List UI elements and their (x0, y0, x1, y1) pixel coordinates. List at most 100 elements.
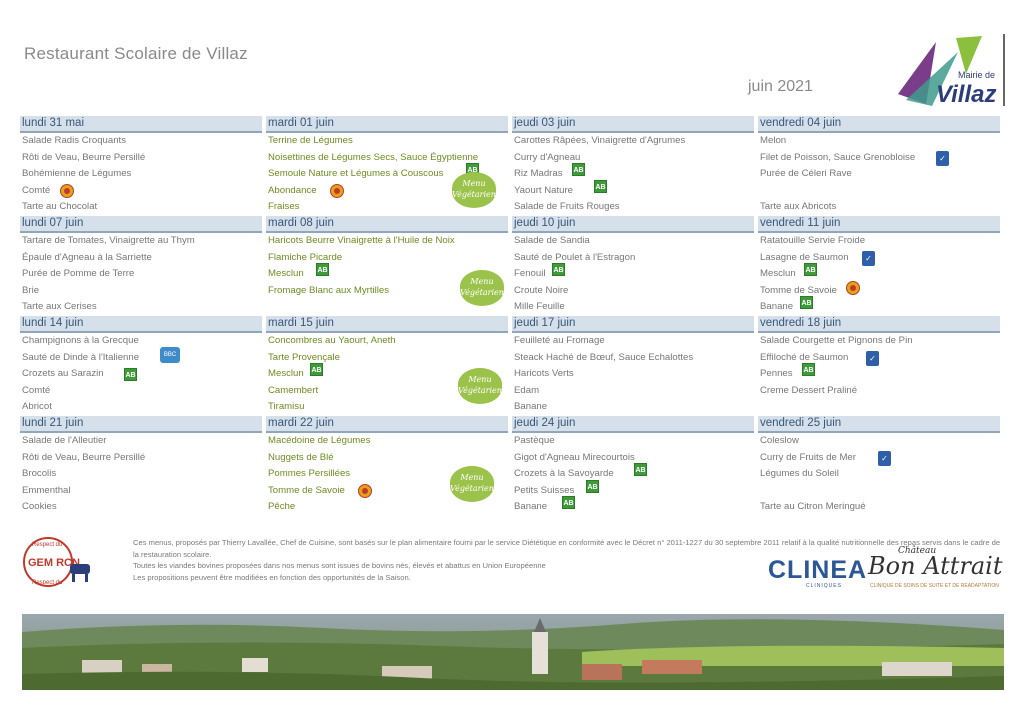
day-cell: jeudi 17 juin Feuilleté au Fromage Steac… (512, 316, 754, 416)
day-cell: vendredi 11 juin Ratatouille Servie Froi… (758, 216, 1000, 316)
ab-organic-icon: AB (800, 296, 813, 310)
ab-organic-icon: AB (552, 263, 565, 277)
msc-fish-icon: ✓ (866, 350, 879, 366)
menu-item: Tartare de Tomates, Vinaigrette au Thym (22, 235, 195, 246)
menu-item: Pastèque (514, 435, 555, 446)
menu-item: Edam (514, 384, 540, 396)
svg-text:Respect du: Respect du (32, 580, 62, 586)
menu-item: Riz Madras AB (512, 163, 754, 183)
clinea-logo: CLINEA (768, 556, 868, 584)
menu-item: Emmenthal (22, 484, 71, 496)
menu-item: Fraises (268, 201, 300, 213)
day-header: mardi 08 juin (266, 216, 508, 233)
menu-item: Concombres au Yaourt, Aneth (268, 335, 396, 346)
day-cell: vendredi 25 juin Coleslow Curry de Fruit… (758, 416, 1000, 516)
footnote: Ces menus, proposés par Thierry Lavallée… (133, 537, 1003, 583)
menu-item: Haricots Verts (514, 368, 574, 380)
day-cell: mardi 15 juin Concombres au Yaourt, Anet… (266, 316, 508, 416)
menu-item: Tarte au Citron Meringué (760, 501, 866, 513)
week-row: lundi 21 juin Salade de l'Alleutier Rôti… (20, 416, 1004, 516)
day-header: lundi 14 juin (20, 316, 262, 333)
menu-item: Coleslow (760, 435, 799, 446)
aop-label-icon (330, 183, 344, 198)
menu-item: Nuggets de Blé (268, 451, 334, 463)
menu-item: Lasagne de Saumon ✓ (758, 250, 1000, 267)
menu-item: Tiramisu (268, 401, 305, 413)
menu-item: Banane AB (512, 496, 754, 516)
menu-item: Feuilleté au Fromage (514, 335, 605, 346)
day-header: mardi 22 juin (266, 416, 508, 433)
day-cell: mardi 22 juin Macédoine de Légumes Nugge… (266, 416, 508, 516)
menu-item: Noisettines de Légumes Secs, Sauce Égypt… (268, 151, 479, 163)
svg-text:GEM RCN: GEM RCN (28, 557, 80, 569)
menu-item: Filet de Poisson, Sauce Grenobloise ✓ (758, 150, 1000, 167)
vegetarian-menu-badge: Menu Végétarien (450, 466, 494, 502)
menu-item: Fenouil AB (512, 263, 754, 283)
menu-item: Tomme de Savoie (266, 483, 508, 500)
menu-item: Rôti de Veau, Beurre Persillé (22, 151, 146, 163)
bon-attrait-subtitle: CLINIQUE DE SOINS DE SUITE ET DE RÉADAPT… (870, 583, 999, 589)
bon-attrait-logo: Bon Attrait Château (868, 546, 1003, 580)
day-cell: lundi 31 mai Salade Radis Croquants Rôti… (20, 116, 262, 216)
menu-item: Abricot (22, 401, 52, 413)
menu-item: Mesclun AB (266, 263, 508, 283)
gem-rcn-logo: Respect du GEM RCN Respect du (23, 537, 90, 587)
day-header: lundi 07 juin (20, 216, 262, 233)
clinea-subtitle: CLINIQUES (806, 583, 842, 589)
menu-item: Salade Courgette et Pignons de Pin (760, 335, 913, 346)
menu-item: Mesclun AB (758, 263, 1000, 283)
svg-text:Respect du: Respect du (32, 542, 62, 548)
day-cell: jeudi 03 juin Carottes Râpées, Vinaigret… (512, 116, 754, 216)
menu-item: Purée de Pomme de Terre (22, 268, 135, 280)
day-header: vendredi 25 juin (758, 416, 1000, 433)
aop-label-icon (60, 183, 74, 198)
menu-item: Comté (22, 384, 51, 396)
menu-item: Tarte aux Cerises (22, 301, 97, 313)
footnote-line: Ces menus, proposés par Thierry Lavallée… (133, 538, 1001, 559)
menu-item: Salade de Sandia (514, 235, 590, 246)
day-header: vendredi 11 juin (758, 216, 1000, 233)
menu-item: Curry d'Agneau (514, 151, 581, 163)
msc-fish-icon: ✓ (936, 150, 949, 166)
msc-fish-icon: ✓ (862, 250, 875, 266)
week-row: lundi 31 mai Salade Radis Croquants Rôti… (20, 116, 1004, 216)
menu-item: Légumes du Soleil (760, 468, 839, 480)
menu-item: Pêche (268, 501, 296, 513)
menu-item: Brocolis (22, 468, 57, 480)
menu-item: Tarte Provençale (268, 351, 340, 363)
msc-fish-icon: ✓ (878, 450, 891, 466)
ab-organic-icon: AB (634, 463, 647, 477)
menu-item: Crozets à la Savoyarde AB (512, 463, 754, 483)
svg-text:Villaz: Villaz (936, 81, 996, 108)
ab-organic-icon: AB (310, 363, 323, 377)
month-label: juin 2021 (748, 78, 813, 95)
day-cell: mardi 01 juin Terrine de Légumes Noisett… (266, 116, 508, 216)
footnote-line: Les propositions peuvent être modifiées … (133, 572, 411, 582)
menu-item: Pommes Persillées (268, 468, 351, 480)
footnote-line: Toutes les viandes bovines proposées dan… (133, 561, 546, 570)
menu-item: Flamiche Picarde (268, 251, 343, 263)
menu-item (758, 399, 1000, 416)
aop-label-icon (846, 280, 860, 295)
day-cell: mardi 08 juin Haricots Beurre Vinaigrett… (266, 216, 508, 316)
day-header: jeudi 10 juin (512, 216, 754, 233)
menu-item: Croute Noire (514, 284, 569, 296)
day-header: lundi 31 mai (20, 116, 262, 133)
day-cell: vendredi 04 juin Melon Filet de Poisson,… (758, 116, 1000, 216)
day-cell: vendredi 18 juin Salade Courgette et Pig… (758, 316, 1000, 416)
menu-item (758, 183, 1000, 200)
menu-item: Petits Suisses AB (512, 479, 754, 500)
menu-item: Mesclun AB (266, 363, 508, 383)
menu-item: Haricots Beurre Vinaigrette à l'Huile de… (268, 235, 455, 246)
week-row: lundi 14 juin Champignons à la Grecque S… (20, 316, 1004, 416)
menu-item: Crozets au Sarazin AB (22, 368, 137, 382)
day-header: lundi 21 juin (20, 416, 262, 433)
menu-item: Camembert (268, 384, 319, 396)
menu-item: Salade de Fruits Rouges (514, 201, 620, 213)
menu-item: Banane (514, 401, 548, 413)
menu-item: Tomme de Savoie (758, 280, 1000, 300)
menu-item: Curry de Fruits de Mer ✓ (758, 450, 1000, 467)
ab-organic-icon: AB (802, 363, 815, 377)
week-row: lundi 07 juin Tartare de Tomates, Vinaig… (20, 216, 1004, 316)
menu-item: Comté (20, 183, 262, 200)
